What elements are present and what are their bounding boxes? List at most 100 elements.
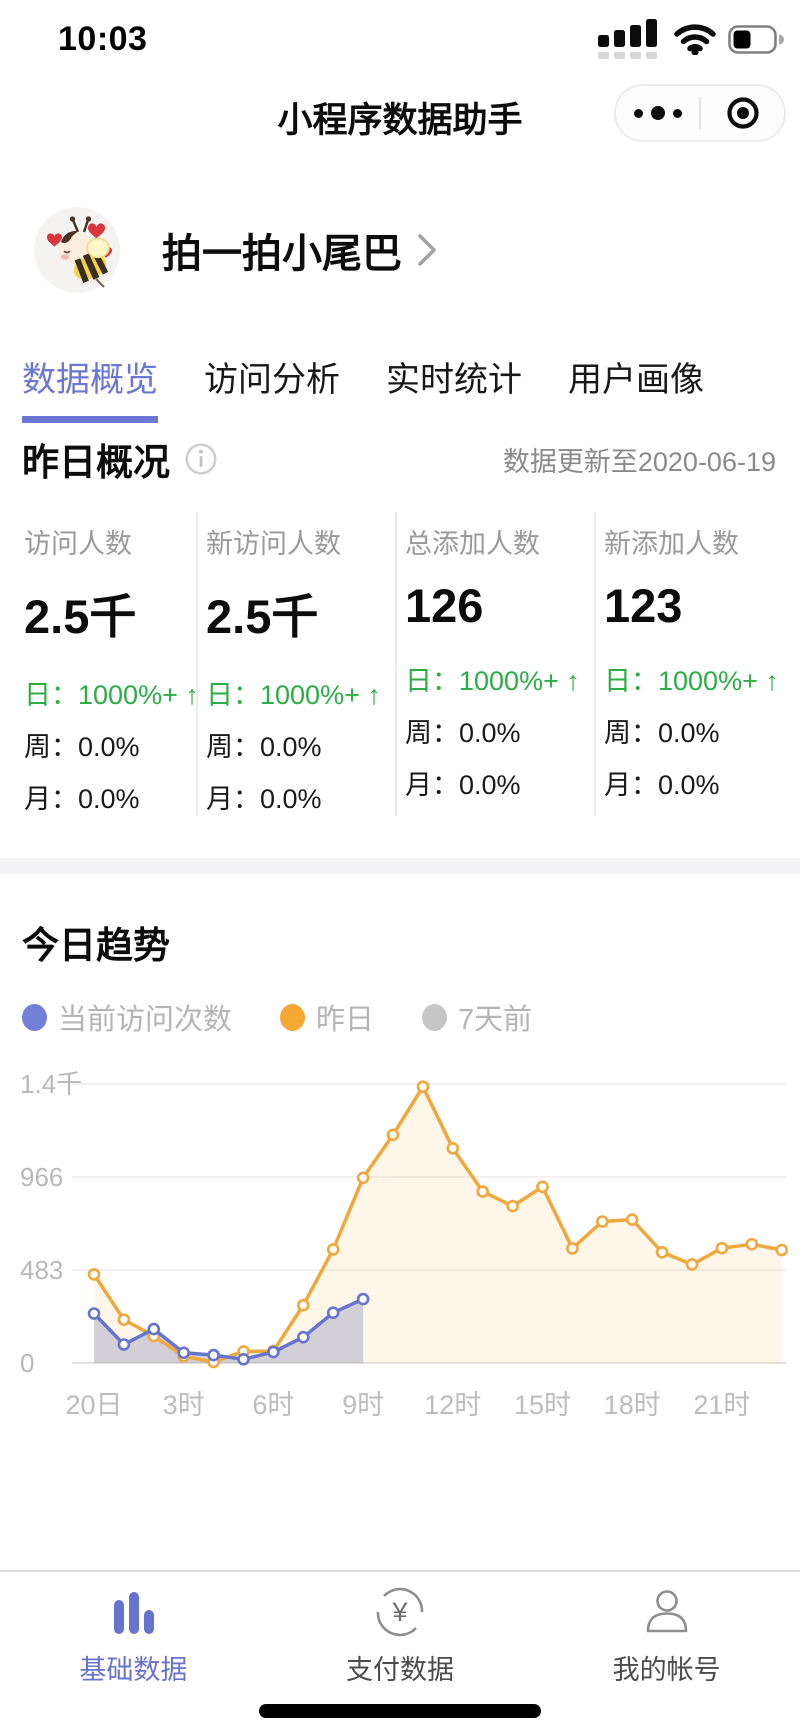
data-point-marker (117, 1338, 131, 1351)
stat-week-change: 周：0.0% (604, 718, 720, 748)
stat-value: 123 (604, 579, 683, 632)
data-point-marker (147, 1322, 161, 1336)
nav-item-basic-data[interactable]: 基础数据 (0, 1572, 267, 1731)
nav-label: 支付数据 (346, 1655, 454, 1685)
data-point-marker (356, 1171, 370, 1185)
nav-item-my-account[interactable]: 我的帐号 (533, 1572, 800, 1731)
y-axis-tick-label: 0 (20, 1348, 34, 1378)
overview-header: 昨日概况 数据更新至2020-06-19 (22, 432, 776, 486)
bar-chart-icon-wrap (107, 1586, 159, 1638)
data-point-marker (775, 1243, 789, 1257)
miniprogram-capsule (614, 84, 786, 142)
app-header: 小程序数据助手 (0, 64, 800, 160)
data-point-marker (237, 1352, 250, 1366)
tab-data-overview[interactable]: 数据概览 (22, 352, 158, 423)
stat-value: 126 (405, 579, 484, 632)
data-point-marker (177, 1346, 190, 1360)
data-point-marker (446, 1142, 460, 1155)
stat-week-change: 周：0.0% (405, 718, 521, 748)
data-point-marker (566, 1242, 579, 1255)
x-axis-tick-label: 15时 (514, 1390, 571, 1420)
chart-legend: 当前访问次数 昨日 7天前 (22, 996, 532, 1038)
section-title-today-trend: 今日趋势 (22, 925, 170, 966)
stat-card-new-added: 新添加人数 123 日：1000%+ ↑ 周：0.0% 月：0.0% (594, 512, 800, 816)
person-icon (646, 1590, 687, 1633)
tab-user-portrait[interactable]: 用户画像 (568, 361, 704, 399)
nav-item-payment-data[interactable]: ¥ 支付数据 (267, 1572, 534, 1731)
wifi-icon (674, 24, 716, 55)
data-point-marker (267, 1345, 280, 1359)
stat-label: 总添加人数 (405, 529, 540, 559)
legend-label: 7天前 (458, 1004, 533, 1036)
stat-month-change: 月：0.0% (206, 784, 322, 814)
dot-icon (633, 108, 643, 118)
data-point-marker (326, 1243, 340, 1256)
trend-chart[interactable]: 0 483 966 1.4千 20日 3时 6时 9时 12时 15时 18时 21时 (0, 1050, 800, 1430)
stat-day-change: 日：1000%+ ↑ (405, 666, 580, 696)
capsule-divider (699, 97, 701, 129)
status-icons (598, 18, 784, 60)
section-title-yesterday-overview: 昨日概况 (22, 442, 170, 483)
legend-label: 当前访问次数 (58, 1004, 233, 1036)
data-point-marker (326, 1306, 340, 1320)
stat-label: 新添加人数 (604, 529, 739, 559)
data-point-marker (655, 1246, 669, 1259)
stat-day-change: 日：1000%+ ↑ (604, 666, 779, 696)
legend-dot-icon (280, 1003, 306, 1031)
stat-month-change: 月：0.0% (604, 770, 720, 800)
cellular-signal-icon (598, 18, 657, 59)
bar-chart-icon (114, 1592, 155, 1634)
stat-card-total-added: 总添加人数 126 日：1000%+ ↑ 周：0.0% 月：0.0% (395, 512, 594, 816)
more-menu-button[interactable] (616, 86, 699, 140)
person-icon-wrap (641, 1586, 693, 1638)
x-axis-tick-label: 21时 (693, 1390, 750, 1420)
y-axis-tick-label: 483 (20, 1255, 63, 1285)
data-point-marker (87, 1268, 101, 1281)
legend-item-seven-days-ago: 7天前 (422, 996, 532, 1038)
y-axis-tick-label: 1.4千 (20, 1069, 82, 1099)
exit-button[interactable] (701, 86, 784, 140)
x-axis-tick-label: 6时 (252, 1390, 294, 1420)
x-axis-tick-label: 9时 (342, 1390, 384, 1420)
tab-visit-analysis[interactable]: 访问分析 (204, 361, 340, 399)
miniprogram-profile[interactable]: 拍一拍小尾巴 (34, 198, 438, 302)
data-point-marker (625, 1213, 639, 1226)
page-title: 小程序数据助手 (277, 101, 523, 140)
stat-month-change: 月：0.0% (24, 784, 140, 814)
dot-icon (672, 108, 682, 118)
svg-text:¥: ¥ (391, 1597, 408, 1627)
legend-label: 昨日 (316, 1004, 375, 1036)
stat-card-new-visitors: 新访问人数 2.5千 日：1000%+ ↑ 周：0.0% 月：0.0% (196, 512, 395, 816)
y-axis-tick-label: 966 (20, 1162, 63, 1192)
stat-week-change: 周：0.0% (206, 732, 322, 762)
data-point-marker (715, 1241, 729, 1255)
data-point-marker (87, 1307, 101, 1320)
legend-dot-icon (22, 1003, 47, 1031)
stat-label: 新访问人数 (206, 529, 341, 559)
x-axis-tick-label: 3时 (163, 1390, 205, 1420)
tab-realtime-stats[interactable]: 实时统计 (386, 361, 522, 399)
data-updated-label: 数据更新至2020-06-19 (502, 446, 776, 477)
status-bar: 10:03 (0, 0, 800, 64)
info-button[interactable] (184, 442, 218, 476)
data-point-marker (506, 1199, 519, 1213)
data-point-marker (117, 1313, 131, 1327)
data-point-marker (416, 1080, 430, 1094)
target-circle-icon (726, 97, 759, 129)
yen-circle-icon-wrap: ¥ (374, 1586, 426, 1638)
stat-week-change: 周：0.0% (24, 732, 140, 762)
series-area (94, 1086, 782, 1363)
nav-label: 基础数据 (79, 1655, 188, 1685)
legend-item-yesterday: 昨日 (280, 996, 374, 1038)
status-time: 10:03 (58, 19, 148, 58)
miniprogram-name: 拍一拍小尾巴 (162, 232, 402, 276)
top-tabs: 数据概览 访问分析 实时统计 用户画像 (0, 352, 800, 423)
data-point-marker (386, 1128, 400, 1142)
data-point-marker (356, 1292, 370, 1306)
home-indicator (259, 1704, 541, 1718)
info-icon (185, 443, 217, 475)
data-point-marker (207, 1348, 220, 1362)
legend-dot-icon (422, 1003, 448, 1031)
x-axis-tick-label: 12时 (424, 1390, 481, 1420)
